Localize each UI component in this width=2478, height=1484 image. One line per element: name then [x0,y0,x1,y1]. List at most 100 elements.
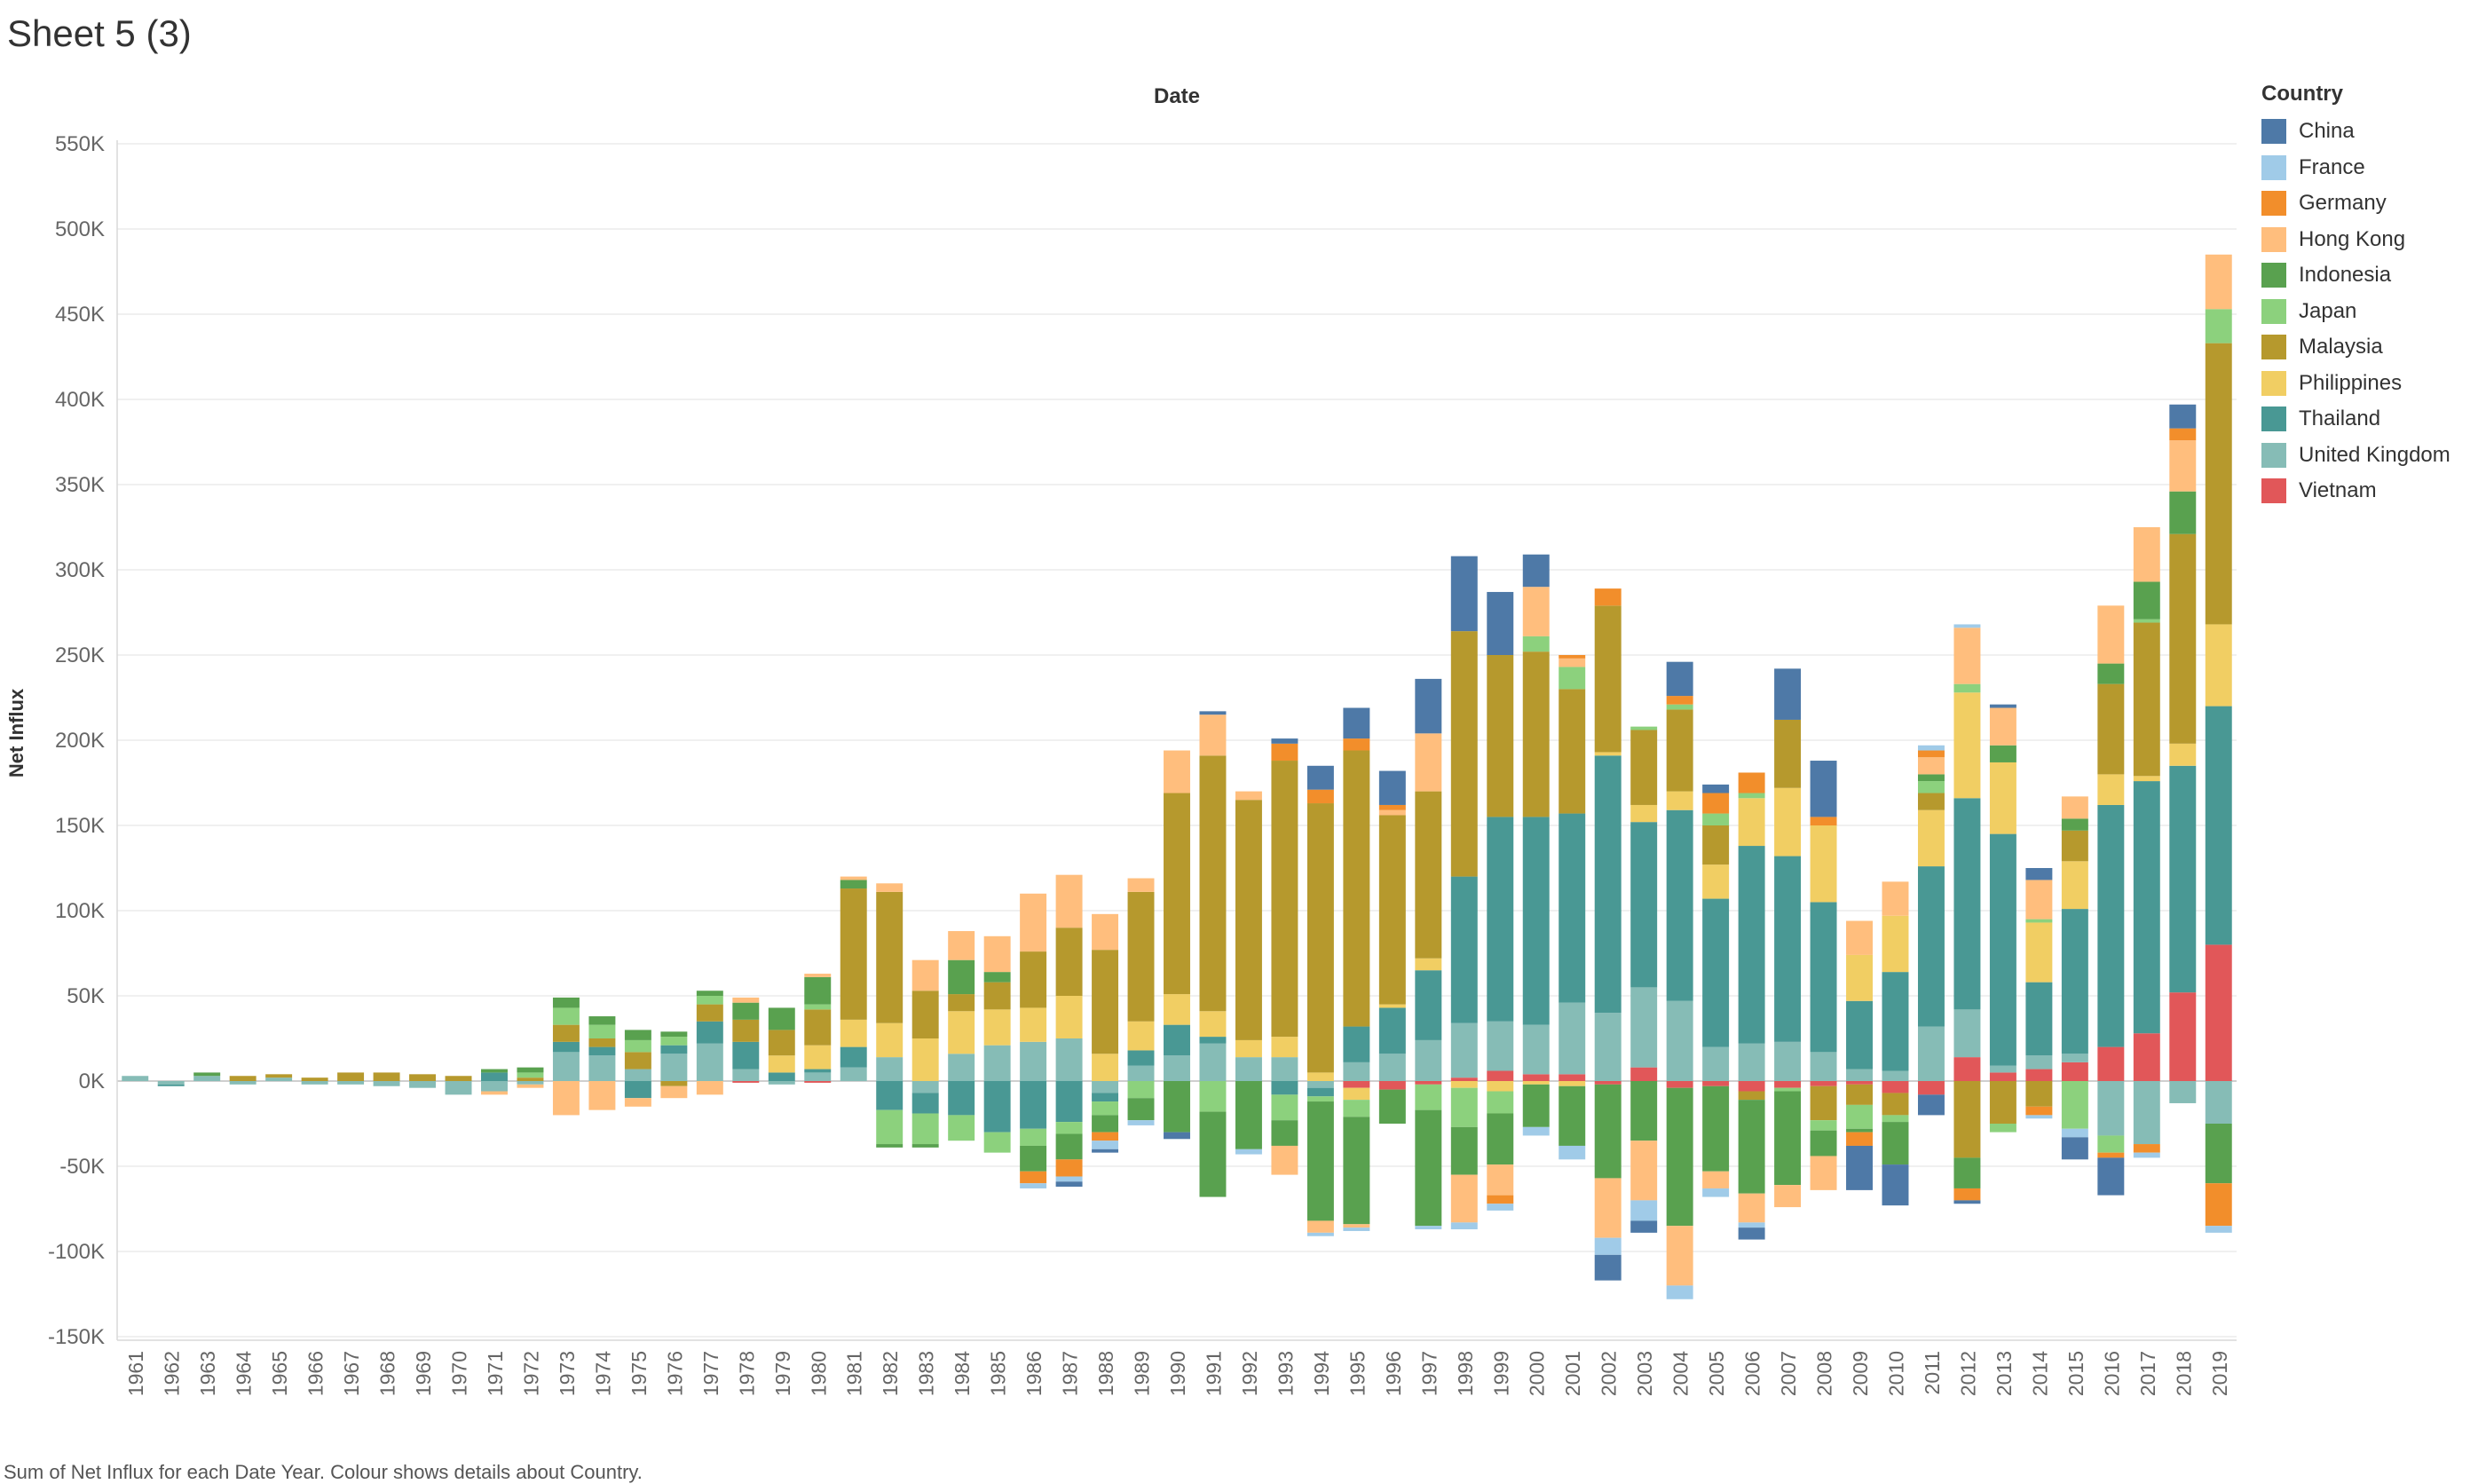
bar-segment[interactable] [1343,1227,1370,1231]
bar-segment[interactable] [1450,1126,1478,1175]
bar-segment[interactable] [1882,972,1909,1071]
bar-segment[interactable] [1199,1011,1227,1038]
bar-segment[interactable] [1199,714,1227,756]
bar-segment[interactable] [1199,1037,1227,1044]
bar-segment[interactable] [1343,707,1370,739]
bar-segment[interactable] [911,1144,939,1148]
bar-segment[interactable] [1378,804,1406,810]
bar-segment[interactable] [1953,624,1981,628]
bar-segment[interactable] [2169,533,2197,744]
bar-segment[interactable] [732,1041,760,1070]
bar-segment[interactable] [2133,781,2160,1034]
bar-segment[interactable] [481,1081,508,1092]
bar-segment[interactable] [1738,793,1765,799]
bar-segment[interactable] [1810,1052,1837,1081]
bar-segment[interactable] [1306,803,1334,1073]
bar-segment[interactable] [1343,738,1370,751]
bar-segment[interactable] [1415,970,1442,1040]
bar-segment[interactable] [1810,817,1837,825]
bar-segment[interactable] [2097,1157,2125,1196]
bar-segment[interactable] [1487,1070,1514,1081]
bar-segment[interactable] [2169,491,2197,534]
bar-segment[interactable] [1522,1081,1550,1085]
bar-segment[interactable] [517,1072,544,1078]
bar-segment[interactable] [1378,1004,1406,1008]
bar-segment[interactable] [1594,1013,1622,1081]
bar-segment[interactable] [1846,1081,1873,1085]
bar-segment[interactable] [1559,813,1586,1003]
bar-segment[interactable] [911,1081,939,1093]
bar-segment[interactable] [2097,1135,2125,1153]
bar-segment[interactable] [1487,655,1514,817]
bar-segment[interactable] [157,1081,185,1085]
bar-segment[interactable] [983,982,1011,1010]
bar-segment[interactable] [804,1004,832,1010]
bar-segment[interactable] [948,994,975,1012]
bar-segment[interactable] [983,972,1011,983]
bar-segment[interactable] [445,1076,472,1081]
bar-segment[interactable] [1522,817,1550,1025]
bar-segment[interactable] [1164,994,1190,1025]
bar-segment[interactable] [876,883,904,892]
bar-segment[interactable] [1343,1224,1370,1228]
bar-segment[interactable] [1522,1024,1550,1075]
bar-segment[interactable] [588,1024,616,1038]
bar-segment[interactable] [1989,1081,2016,1124]
bar-segment[interactable] [948,959,975,995]
bar-segment[interactable] [1882,1164,1909,1206]
bar-segment[interactable] [911,1093,939,1114]
bar-segment[interactable] [1055,928,1083,996]
bar-segment[interactable] [1092,1132,1119,1141]
bar-segment[interactable] [2097,1152,2125,1158]
bar-segment[interactable] [1415,1109,1442,1227]
bar-segment[interactable] [1559,1145,1586,1160]
bar-segment[interactable] [2133,619,2160,623]
bar-segment[interactable] [1666,696,1693,705]
bar-segment[interactable] [193,1076,221,1081]
bar-segment[interactable] [1306,1081,1334,1088]
bar-segment[interactable] [229,1081,256,1085]
bar-segment[interactable] [1055,1081,1083,1123]
bar-segment[interactable] [1738,798,1765,847]
bar-segment[interactable] [1917,757,1945,775]
bar-segment[interactable] [1953,1157,1981,1188]
bar-segment[interactable] [1846,954,1873,1001]
bar-segment[interactable] [265,1077,293,1081]
bar-segment[interactable] [1055,1181,1083,1188]
bar-segment[interactable] [1522,635,1550,652]
bar-segment[interactable] [1415,678,1442,734]
bar-segment[interactable] [1666,1081,1693,1088]
bar-segment[interactable] [1846,1084,1873,1105]
bar-segment[interactable] [2025,982,2053,1056]
bar-segment[interactable] [1917,781,1945,793]
bar-segment[interactable] [1271,1145,1298,1175]
bar-segment[interactable] [1055,1159,1083,1177]
bar-segment[interactable] [1953,628,1981,684]
bar-segment[interactable] [1666,791,1693,810]
bar-segment[interactable] [1522,651,1550,817]
bar-segment[interactable] [1917,1026,1945,1081]
bar-segment[interactable] [804,1009,832,1046]
bar-segment[interactable] [948,931,975,960]
bar-segment[interactable] [1127,1120,1155,1125]
bar-segment[interactable] [2205,309,2232,343]
bar-segment[interactable] [1559,1085,1586,1146]
bar-segment[interactable] [1235,1149,1262,1155]
bar-segment[interactable] [2061,1128,2088,1138]
bar-segment[interactable] [1738,846,1765,1044]
bar-segment[interactable] [301,1077,328,1081]
bar-segment[interactable] [1702,1081,1730,1086]
bar-segment[interactable] [1450,1022,1478,1078]
bar-segment[interactable] [1127,1081,1155,1099]
bar-segment[interactable] [732,1081,760,1083]
bar-segment[interactable] [768,1081,795,1085]
bar-segment[interactable] [1702,825,1730,865]
bar-segment[interactable] [1415,1226,1442,1230]
bar-segment[interactable] [876,1022,904,1058]
bar-segment[interactable] [1846,1145,1873,1190]
bar-segment[interactable] [1235,1081,1262,1149]
bar-segment[interactable] [1989,1065,2016,1073]
bar-segment[interactable] [1594,1237,1622,1255]
bar-segment[interactable] [1882,881,1909,916]
bar-segment[interactable] [1378,809,1406,816]
